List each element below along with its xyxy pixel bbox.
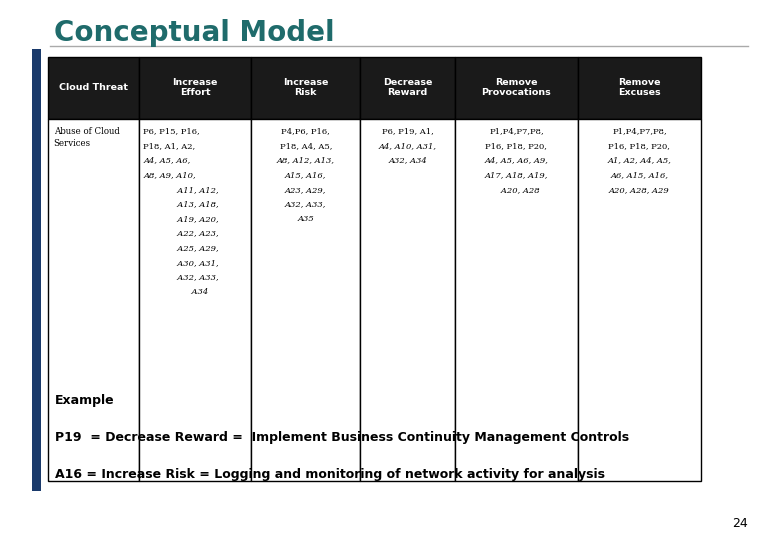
Text: Remove
Provocations: Remove Provocations (481, 78, 551, 97)
Text: A30, A31,: A30, A31, (172, 259, 218, 267)
Text: Abuse of Cloud
Services: Abuse of Cloud Services (54, 127, 119, 149)
Text: Decrease
Reward: Decrease Reward (383, 78, 432, 97)
FancyBboxPatch shape (360, 119, 455, 481)
Text: A4, A5, A6,: A4, A5, A6, (144, 157, 191, 165)
Text: A16 = Increase Risk = Logging and monitoring of network activity for analysis: A16 = Increase Risk = Logging and monito… (55, 468, 605, 481)
Text: A1, A2, A4, A5,: A1, A2, A4, A5, (608, 157, 672, 165)
Text: A19, A20,: A19, A20, (172, 215, 218, 223)
Text: P16, P18, P20,: P16, P18, P20, (485, 142, 548, 150)
Text: Increase
Effort: Increase Effort (172, 78, 218, 97)
Text: A8, A9, A10,: A8, A9, A10, (144, 171, 196, 179)
FancyBboxPatch shape (578, 119, 700, 481)
Text: P18, A4, A5,: P18, A4, A5, (279, 142, 332, 150)
Text: A6, A15, A16,: A6, A15, A16, (610, 171, 668, 179)
Text: A34: A34 (182, 288, 209, 296)
FancyBboxPatch shape (48, 119, 139, 481)
FancyBboxPatch shape (48, 57, 139, 119)
Text: A4, A5, A6, A9,: A4, A5, A6, A9, (484, 157, 548, 165)
Text: 24: 24 (732, 517, 748, 530)
FancyBboxPatch shape (251, 119, 360, 481)
FancyBboxPatch shape (139, 119, 251, 481)
Text: Cloud Threat: Cloud Threat (58, 83, 128, 92)
Text: Example: Example (55, 394, 115, 407)
Text: A20, A28: A20, A28 (493, 186, 540, 194)
Text: A22, A23,: A22, A23, (172, 230, 218, 238)
Text: A17, A18, A19,: A17, A18, A19, (484, 171, 548, 179)
Text: Remove
Excuses: Remove Excuses (618, 78, 661, 97)
Text: Conceptual Model: Conceptual Model (54, 19, 335, 47)
Text: P6, P19, A1,: P6, P19, A1, (381, 127, 434, 136)
FancyBboxPatch shape (455, 119, 578, 481)
Text: P19  = Decrease Reward =  Implement Business Continuity Management Controls: P19 = Decrease Reward = Implement Busine… (55, 431, 629, 444)
Text: A32, A33,: A32, A33, (172, 273, 218, 281)
FancyBboxPatch shape (251, 57, 360, 119)
Text: P16, P18, P20,: P16, P18, P20, (608, 142, 670, 150)
Text: P18, A1, A2,: P18, A1, A2, (144, 142, 196, 150)
Text: A4, A10, A31,: A4, A10, A31, (378, 142, 437, 150)
Text: A32, A34: A32, A34 (388, 157, 427, 165)
FancyBboxPatch shape (360, 57, 455, 119)
Text: A11, A12,: A11, A12, (172, 186, 218, 194)
Text: A32, A33,: A32, A33, (285, 200, 326, 208)
Text: A20, A28, A29: A20, A28, A29 (609, 186, 670, 194)
FancyBboxPatch shape (455, 57, 578, 119)
FancyBboxPatch shape (32, 49, 41, 491)
Text: A35: A35 (297, 215, 314, 223)
Text: A23, A29,: A23, A29, (285, 186, 326, 194)
FancyBboxPatch shape (139, 57, 251, 119)
FancyBboxPatch shape (578, 57, 700, 119)
Text: A15, A16,: A15, A16, (285, 171, 326, 179)
Text: Increase
Risk: Increase Risk (283, 78, 328, 97)
Text: P1,P4,P7,P8,: P1,P4,P7,P8, (612, 127, 667, 136)
Text: P1,P4,P7,P8,: P1,P4,P7,P8, (489, 127, 544, 136)
Text: P6, P15, P16,: P6, P15, P16, (144, 127, 200, 136)
Text: A25, A29,: A25, A29, (172, 244, 218, 252)
Text: P4,P6, P16,: P4,P6, P16, (282, 127, 330, 136)
Text: A13, A18,: A13, A18, (172, 200, 218, 208)
Text: A8, A12, A13,: A8, A12, A13, (277, 157, 335, 165)
